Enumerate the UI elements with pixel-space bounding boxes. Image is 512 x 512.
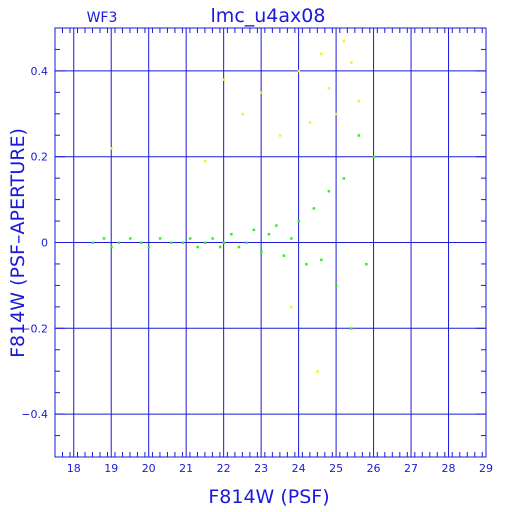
y-tick-label: 0.2 [31,151,49,164]
data-point [342,177,346,180]
data-point [252,228,256,232]
y-tick-label: 0 [41,237,48,250]
y-tick-label: −0.2 [21,322,48,335]
data-point [357,134,361,137]
data-point [140,241,143,244]
data-point [335,112,338,116]
data-point [350,61,353,64]
x-tick-label: 27 [404,462,418,475]
data-point [203,159,207,163]
data-point [312,207,316,210]
data-point [222,78,226,81]
data-point [267,232,271,236]
data-point [218,245,222,249]
x-tick-label: 24 [292,462,306,475]
x-tick-label: 20 [142,462,156,475]
data-point [372,155,376,159]
x-tick-label: 19 [104,462,118,475]
chart-title: lmc_u4ax08 [211,5,326,27]
x-tick-label: 28 [442,462,456,475]
x-axis-ticks: 18 19 20 21 22 23 24 25 26 27 28 29 [54,28,493,475]
data-points [91,39,376,373]
data-point [297,220,301,223]
data-point [181,241,184,244]
data-point [305,262,308,266]
data-point [237,245,241,249]
y-tick-label: −0.4 [21,408,48,421]
x-tick-label: 23 [254,462,268,475]
data-point [196,245,199,249]
x-tick-label: 25 [329,462,343,475]
data-point [327,87,331,90]
data-point [230,232,233,236]
data-point [211,237,214,240]
x-tick-label: 21 [179,462,193,475]
data-point [335,284,338,287]
x-tick-label: 18 [67,462,81,475]
y-axis-ticks: 0.4 0.2 0 −0.2 −0.4 [21,27,486,458]
data-point [241,112,244,116]
data-point [117,241,121,244]
data-point [342,39,346,43]
data-point [316,370,319,373]
x-tick-label: 26 [367,462,381,475]
data-point [275,224,278,227]
data-point [147,245,151,249]
data-point [102,237,106,240]
data-point [320,258,323,262]
data-point [170,241,173,244]
y-axis-label: F814W (PSF–APERTURE) [7,128,29,358]
data-point [203,241,207,244]
data-point [260,91,263,94]
data-point [297,69,301,73]
data-point [282,254,286,257]
data-point [188,237,192,240]
y-tick-label: 0.4 [31,65,49,78]
data-point [91,241,94,244]
data-point [350,327,353,330]
data-point [308,121,312,124]
data-point [320,52,323,56]
x-tick-label: 29 [479,462,493,475]
x-axis-label: F814W (PSF) [208,486,329,508]
data-point [357,99,361,103]
data-point [110,147,113,150]
data-point [278,134,282,137]
chart-subtitle: WF3 [87,10,118,26]
x-tick-label: 22 [217,462,231,475]
data-point [110,245,113,249]
data-point [128,237,132,240]
data-point [365,262,368,266]
data-point [158,237,162,240]
data-point [245,241,248,244]
data-point [260,250,263,253]
data-point [327,190,331,193]
data-point [290,237,293,240]
data-point [290,305,293,309]
data-point [222,241,226,244]
